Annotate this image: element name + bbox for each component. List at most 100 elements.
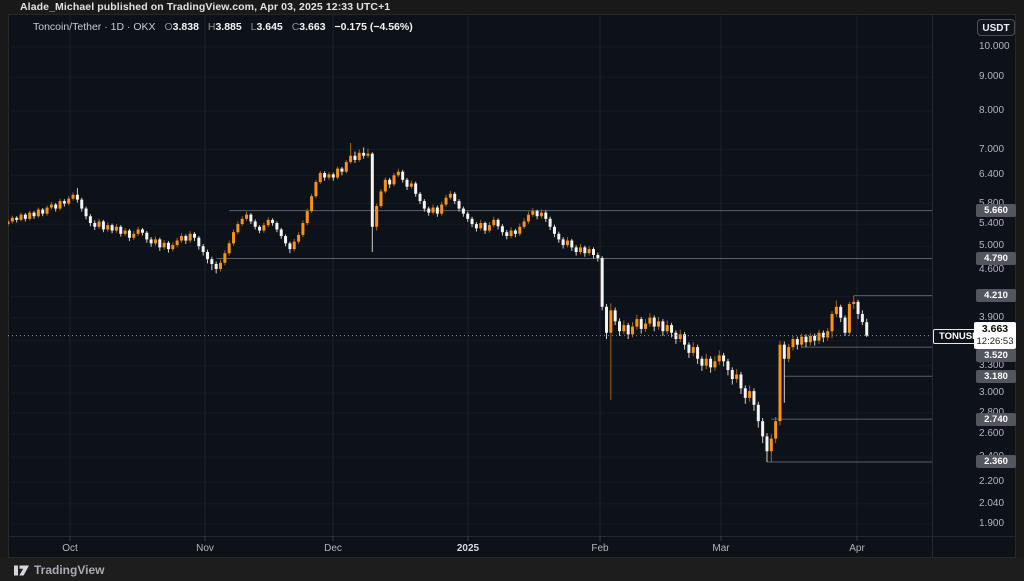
candle: [349, 143, 353, 164]
candle: [804, 334, 808, 348]
candle: [461, 206, 465, 217]
chart-widget: [8, 14, 1016, 558]
candle: [292, 238, 296, 252]
candle: [357, 149, 361, 162]
candle: [574, 245, 578, 256]
candle: [67, 196, 71, 206]
candle: [8, 219, 10, 227]
candle: [544, 210, 548, 222]
candle: [661, 319, 665, 336]
candle: [336, 166, 340, 180]
candle: [505, 230, 509, 240]
candle: [253, 219, 257, 230]
candle: [496, 218, 500, 230]
candle: [548, 216, 552, 231]
candle: [648, 313, 652, 327]
price-tick-label: 3.000: [979, 387, 1005, 399]
candle: [162, 239, 166, 250]
symbol-title: Toncoin/Tether · 1D · OKX: [33, 21, 156, 33]
candle: [340, 166, 344, 176]
candle: [145, 231, 149, 243]
tradingview-logo-icon: [14, 565, 29, 575]
candle: [197, 236, 201, 250]
currency-button[interactable]: USDT: [977, 19, 1015, 36]
candle: [479, 219, 483, 231]
candle: [123, 227, 127, 237]
candle: [743, 385, 747, 404]
candle: [414, 181, 418, 197]
candle: [175, 237, 179, 248]
candle: [314, 179, 318, 199]
price-level-badge: 2.360: [976, 455, 1016, 469]
candle: [427, 206, 431, 216]
current-price: 3.663: [981, 323, 1009, 335]
candle: [752, 388, 756, 411]
candle: [513, 228, 517, 238]
candle: [587, 246, 591, 256]
candle: [110, 223, 114, 234]
candle: [284, 234, 288, 247]
chart-pane[interactable]: [7, 14, 933, 536]
candle: [119, 225, 123, 237]
candle: [635, 314, 639, 330]
candle: [613, 307, 617, 326]
candle: [127, 228, 131, 242]
candle: [808, 332, 812, 346]
tradingview-logo[interactable]: TradingView: [14, 562, 104, 578]
candle: [15, 216, 19, 223]
time-axis-label: Nov: [196, 543, 214, 554]
candle: [232, 229, 236, 246]
candle: [375, 203, 379, 231]
candle: [813, 333, 817, 346]
candle: [561, 237, 565, 249]
candle: [774, 416, 778, 444]
candle: [132, 231, 136, 240]
price-tick-label: 5.800: [979, 197, 1005, 209]
candle: [171, 242, 175, 252]
price-tick-label: 8.000: [979, 105, 1005, 117]
candle: [405, 177, 409, 191]
close-value: 3.663: [299, 21, 326, 33]
candle: [36, 207, 40, 218]
close-label: C: [291, 21, 300, 33]
candle: [457, 199, 461, 212]
candle: [54, 203, 58, 212]
candle: [531, 208, 535, 217]
candle: [84, 206, 88, 220]
candle: [106, 222, 110, 232]
candle: [62, 199, 66, 207]
candle: [756, 401, 760, 428]
time-axis-label: 2025: [456, 543, 480, 554]
candle: [639, 316, 643, 334]
candle: [297, 232, 301, 244]
price-tick-label: 2.800: [979, 407, 1023, 419]
candle: [704, 353, 708, 370]
candle: [88, 214, 92, 227]
candle: [670, 322, 674, 338]
bottom-bar: [0, 558, 1024, 581]
price-tick-label: 2.600: [979, 428, 1005, 440]
candle: [101, 219, 105, 233]
candle: [652, 315, 656, 332]
price-tick-label: 4.600: [979, 264, 1005, 276]
tradingview-logo-text: TradingView: [34, 563, 105, 577]
candle: [552, 224, 556, 238]
candle: [258, 225, 262, 234]
candle: [114, 224, 118, 233]
candle: [431, 204, 435, 215]
candle: [418, 191, 422, 205]
candle: [583, 245, 587, 257]
candle: [153, 236, 157, 246]
candle: [852, 295, 856, 309]
candle: [761, 418, 765, 444]
price-tick-label: 9.000: [979, 71, 1005, 83]
candle: [318, 170, 322, 184]
candle: [535, 209, 539, 220]
candle: [526, 211, 530, 224]
time-axis-separator: [8, 536, 1016, 537]
candle: [730, 367, 734, 385]
attribution-text: Alade_Michael published on TradingView.c…: [20, 1, 391, 13]
candle: [49, 202, 53, 210]
candle: [448, 190, 452, 200]
